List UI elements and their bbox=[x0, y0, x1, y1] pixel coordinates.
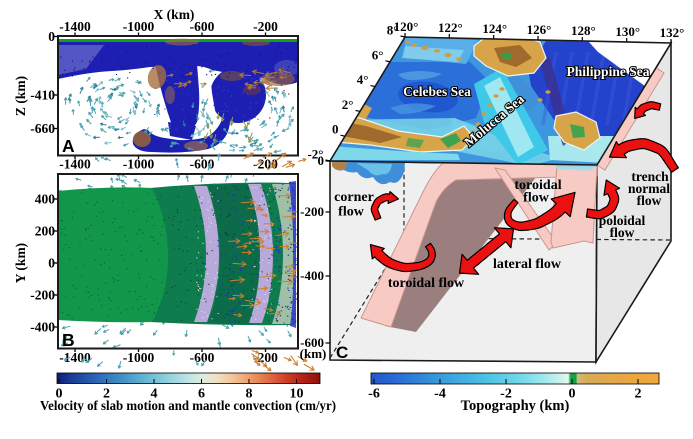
svg-text:corner: corner bbox=[334, 190, 374, 205]
svg-text:flow: flow bbox=[637, 193, 662, 208]
svg-text:flow: flow bbox=[338, 205, 365, 220]
svg-text:-200: -200 bbox=[30, 288, 55, 303]
svg-text:Philippine Sea: Philippine Sea bbox=[567, 64, 650, 79]
svg-text:-600: -600 bbox=[300, 335, 324, 350]
svg-text:124°: 124° bbox=[482, 21, 507, 36]
svg-text:-6: -6 bbox=[368, 387, 380, 402]
svg-text:-660: -660 bbox=[30, 121, 55, 136]
svg-text:Velocity of slab motion and ma: Velocity of slab motion and mantle conve… bbox=[40, 398, 336, 413]
svg-text:flow: flow bbox=[523, 191, 550, 206]
svg-text:-1400: -1400 bbox=[59, 19, 91, 34]
svg-text:122°: 122° bbox=[438, 20, 463, 35]
svg-text:-600: -600 bbox=[190, 19, 215, 34]
svg-text:-1000: -1000 bbox=[123, 19, 155, 34]
svg-text:0: 0 bbox=[48, 256, 55, 271]
svg-text:-200: -200 bbox=[300, 204, 324, 219]
svg-text:0: 0 bbox=[332, 122, 339, 137]
svg-text:A: A bbox=[62, 136, 75, 156]
svg-text:-600: -600 bbox=[190, 350, 215, 365]
svg-text:-1000: -1000 bbox=[123, 157, 155, 172]
svg-text:toroidal: toroidal bbox=[514, 178, 561, 193]
svg-text:200: 200 bbox=[35, 224, 56, 239]
svg-text:126°: 126° bbox=[527, 22, 552, 37]
svg-text:8: 8 bbox=[246, 387, 253, 402]
svg-text:6: 6 bbox=[198, 387, 205, 402]
svg-text:0: 0 bbox=[569, 387, 576, 402]
svg-text:2: 2 bbox=[103, 387, 110, 402]
svg-text:10: 10 bbox=[290, 387, 304, 402]
svg-text:130°: 130° bbox=[615, 24, 640, 39]
svg-text:trench: trench bbox=[631, 169, 669, 184]
svg-text:2°: 2° bbox=[342, 97, 354, 112]
svg-text:toroidal flow: toroidal flow bbox=[388, 276, 465, 291]
svg-text:Y (km): Y (km) bbox=[13, 243, 28, 283]
svg-text:Topography (km): Topography (km) bbox=[461, 398, 570, 414]
svg-text:-410: -410 bbox=[30, 88, 55, 103]
svg-text:-4: -4 bbox=[434, 387, 446, 402]
svg-text:-200: -200 bbox=[253, 350, 278, 365]
svg-text:normal: normal bbox=[628, 181, 670, 196]
svg-text:8°: 8° bbox=[387, 23, 399, 38]
svg-text:-200: -200 bbox=[253, 157, 278, 172]
svg-text:Z (km): Z (km) bbox=[13, 76, 28, 116]
svg-text:lateral flow: lateral flow bbox=[493, 257, 562, 272]
svg-text:4°: 4° bbox=[357, 72, 369, 87]
svg-text:B: B bbox=[62, 330, 75, 350]
svg-text:0: 0 bbox=[56, 387, 63, 402]
svg-text:2: 2 bbox=[635, 387, 642, 402]
svg-text:-2°: -2° bbox=[307, 147, 323, 162]
svg-text:Celebes Sea: Celebes Sea bbox=[403, 84, 471, 99]
svg-text:128°: 128° bbox=[571, 23, 596, 38]
svg-text:-400: -400 bbox=[300, 268, 324, 283]
svg-text:C: C bbox=[336, 343, 348, 362]
svg-text:132°: 132° bbox=[660, 25, 685, 40]
svg-text:poloidal: poloidal bbox=[599, 213, 646, 228]
svg-text:-1000: -1000 bbox=[123, 350, 155, 365]
svg-text:0: 0 bbox=[318, 153, 325, 168]
svg-text:-400: -400 bbox=[30, 320, 55, 335]
svg-text:6°: 6° bbox=[372, 47, 384, 62]
svg-text:-200: -200 bbox=[253, 19, 278, 34]
svg-text:-1400: -1400 bbox=[59, 157, 91, 172]
svg-text:flow: flow bbox=[610, 225, 635, 240]
svg-text:4: 4 bbox=[151, 387, 158, 402]
svg-text:120°: 120° bbox=[394, 19, 419, 34]
svg-text:400: 400 bbox=[35, 192, 56, 207]
svg-text:(km): (km) bbox=[300, 346, 327, 361]
svg-text:X (km): X (km) bbox=[154, 7, 195, 22]
svg-text:0: 0 bbox=[48, 29, 55, 44]
svg-text:-2: -2 bbox=[500, 387, 512, 402]
